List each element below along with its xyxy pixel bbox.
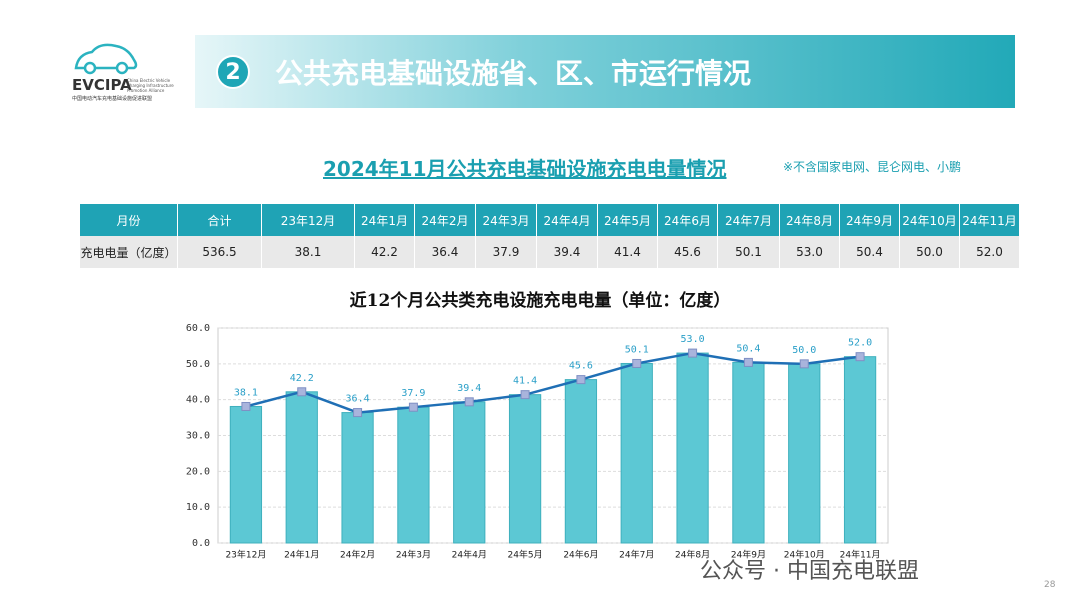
line-marker	[576, 375, 586, 385]
table-header: 23年12月	[262, 204, 355, 236]
data-label: 45.6	[569, 361, 593, 372]
table-header: 月份	[80, 204, 178, 236]
line-marker	[464, 397, 474, 407]
line	[245, 351, 861, 414]
table-cell: 50.4	[840, 236, 900, 268]
bar	[341, 412, 374, 544]
logo-name: EVCIPA	[72, 76, 132, 94]
line-marker	[632, 358, 642, 368]
x-tick-label: 23年12月	[225, 549, 266, 561]
table-cell: 45.6	[658, 236, 718, 268]
y-tick-label: 30.0	[186, 431, 210, 442]
table-cell: 39.4	[537, 236, 598, 268]
data-label: 50.4	[736, 343, 760, 354]
x-tick-label: 24年6月	[563, 549, 598, 561]
x-tick-label: 24年2月	[340, 549, 375, 561]
table-header: 24年9月	[840, 204, 900, 236]
page-number: 28	[1044, 580, 1056, 590]
table-cell: 53.0	[780, 236, 840, 268]
data-label: 50.0	[792, 345, 816, 356]
y-tick-label: 20.0	[186, 466, 210, 477]
y-tick-label: 40.0	[186, 395, 210, 406]
line-marker	[408, 402, 418, 412]
logo-chinese: 中国电动汽车充电基础设施促进联盟	[72, 96, 153, 102]
y-tick-label: 0.0	[192, 538, 210, 549]
table-cell: 536.5	[178, 236, 262, 268]
table-cell: 50.0	[900, 236, 960, 268]
table-header: 合计	[178, 204, 262, 236]
bar	[732, 361, 765, 544]
line-marker	[520, 390, 530, 400]
table-cell: 52.0	[960, 236, 1020, 268]
data-label: 42.2	[290, 373, 314, 384]
y-tick-label: 60.0	[186, 323, 210, 334]
x-tick-label: 24年5月	[507, 549, 542, 561]
header-title: 公共充电基础设施省、区、市运行情况	[275, 57, 752, 90]
table-cell: 42.2	[355, 236, 415, 268]
line-marker	[241, 401, 251, 411]
table-cell: 41.4	[598, 236, 658, 268]
data-label: 41.4	[513, 376, 537, 387]
x-tick-label: 24年4月	[452, 549, 487, 561]
data-label: 52.0	[848, 338, 872, 349]
table-header: 24年3月	[476, 204, 537, 236]
table-cell: 38.1	[262, 236, 355, 268]
table-header: 24年4月	[537, 204, 598, 236]
bar	[229, 405, 263, 544]
line-marker	[799, 359, 809, 369]
x-tick-label: 24年8月	[675, 549, 710, 561]
line-marker	[297, 387, 307, 397]
data-label: 50.1	[625, 344, 649, 355]
table-header: 24年7月	[718, 204, 780, 236]
y-tick-label: 50.0	[186, 359, 210, 370]
x-tick-label: 24年7月	[619, 549, 654, 561]
line-marker	[743, 357, 753, 367]
y-tick-label: 10.0	[186, 502, 210, 513]
bar	[453, 401, 486, 544]
bar	[620, 362, 653, 544]
logo-icon	[74, 43, 138, 75]
bar	[397, 406, 430, 544]
bar	[676, 352, 709, 544]
line-marker	[688, 348, 698, 358]
x-tick-label: 24年11月	[840, 549, 881, 561]
logo-english: China Electric Vehicle Charging Infrastr…	[127, 78, 174, 93]
table-header: 24年10月	[900, 204, 960, 236]
table-cell: 充电电量（亿度）	[80, 236, 178, 268]
bar	[508, 394, 542, 544]
note: ※不含国家电网、昆仑网电、小鹏	[783, 160, 962, 174]
x-tick-label: 24年10月	[784, 549, 825, 561]
chart-title: 近12个月公共类充电设施充电电量（单位：亿度）	[349, 291, 731, 311]
table-header: 24年6月	[658, 204, 718, 236]
table-cell: 36.4	[415, 236, 476, 268]
table-header: 24年11月	[960, 204, 1020, 236]
line-marker	[855, 352, 865, 362]
data-label: 37.9	[401, 388, 425, 399]
bar	[285, 391, 318, 544]
bar	[788, 363, 821, 544]
subtitle: 2024年11月公共充电基础设施充电电量情况	[323, 157, 727, 181]
header-band	[195, 35, 1015, 108]
table-header: 24年8月	[780, 204, 840, 236]
x-tick-label: 24年9月	[731, 549, 766, 561]
data-label: 38.1	[234, 387, 258, 398]
data-label: 39.4	[457, 383, 481, 394]
x-tick-label: 24年1月	[284, 549, 319, 561]
table-header: 24年1月	[355, 204, 415, 236]
table-cell: 37.9	[476, 236, 537, 268]
header-number: 2	[216, 55, 250, 89]
table-cell: 50.1	[718, 236, 780, 268]
data-label: 36.4	[346, 394, 370, 405]
line-marker	[353, 408, 363, 418]
bar	[843, 356, 877, 544]
table-header: 24年2月	[415, 204, 476, 236]
bar	[564, 379, 598, 544]
data-label: 53.0	[681, 334, 705, 345]
footer-account: 公众号 · 中国充电联盟	[700, 559, 919, 584]
table-header: 24年5月	[598, 204, 658, 236]
x-tick-label: 24年3月	[396, 549, 431, 561]
